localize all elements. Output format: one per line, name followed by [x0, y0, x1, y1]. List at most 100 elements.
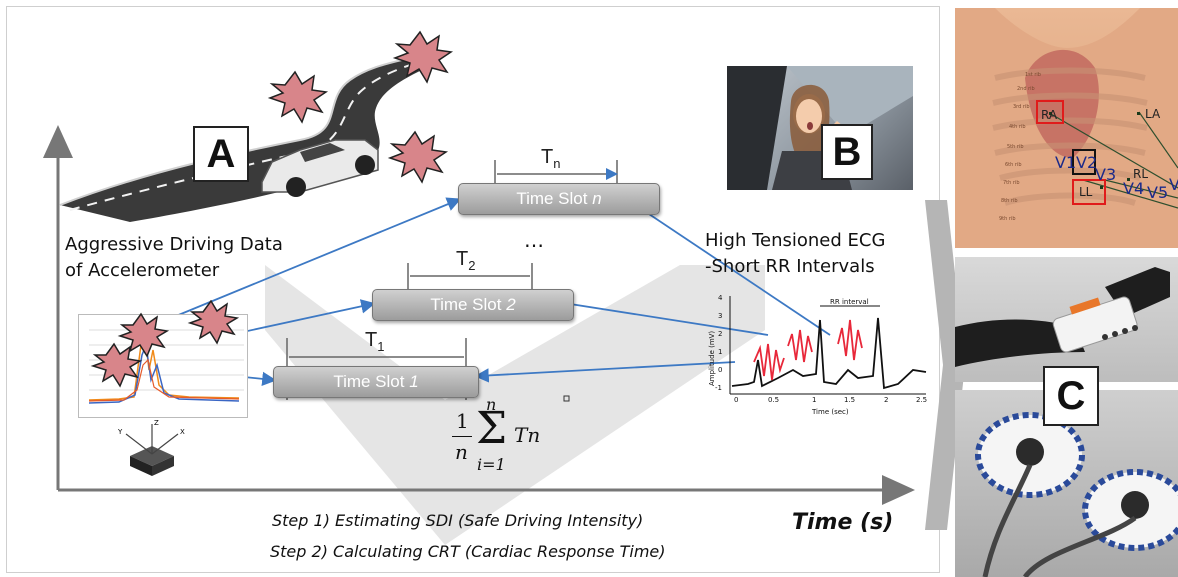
- diagram-graphics: [43, 30, 915, 545]
- main-diagram-area: A B Aggressive Driving Data of Accelerom…: [6, 6, 965, 573]
- formula-denominator: n: [455, 440, 468, 464]
- electrode-ll: LL: [1079, 185, 1093, 199]
- slot-text: Time Slot: [516, 189, 593, 208]
- arrow-ecg-to-slot-n: [625, 197, 831, 336]
- electrode-la: LA: [1145, 107, 1161, 121]
- ecg-chart: 4 3 2 1 0 -1 0 0.5 1 1.5 2 2.5 Time (sec…: [708, 294, 927, 416]
- electrode-v2: V2: [1076, 153, 1097, 172]
- ecg-xtick: 1.5: [844, 396, 855, 404]
- ecg-xlabel: Time (sec): [811, 408, 849, 416]
- ecg-red-burst: [787, 329, 813, 363]
- rib-label: 3rd rib: [1013, 104, 1030, 110]
- rib-label: 1st rib: [1025, 72, 1041, 78]
- time-axis-label: Time (s): [792, 510, 894, 535]
- time-slot-2: Time Slot 2: [372, 289, 574, 321]
- rib-label: 5th rib: [1007, 144, 1024, 150]
- formula-numerator: 1: [456, 409, 469, 433]
- ecg-xtick: 2: [884, 396, 888, 404]
- caption-line: High Tensioned ECG: [705, 230, 886, 251]
- ecg-red-burst: [753, 343, 785, 381]
- fraction-bar: [452, 436, 472, 437]
- t-subscript: n: [553, 156, 561, 171]
- t-label-n: Tn: [541, 146, 560, 171]
- t-letter: T: [456, 248, 469, 270]
- rib-label: 9th rib: [999, 216, 1016, 222]
- label-c: C: [1043, 366, 1099, 426]
- time-slot-n: Time Slot n: [458, 183, 660, 215]
- electrode-v1: V1: [1055, 153, 1076, 172]
- rib-label: 6th rib: [1005, 162, 1022, 168]
- caption-line: Aggressive Driving Data: [65, 234, 283, 255]
- step-2-text: Step 2) Calculating CRT (Cardiac Respons…: [270, 542, 666, 561]
- sigma-symbol: Σ: [476, 403, 508, 454]
- electrode-v5: V5: [1147, 183, 1168, 202]
- suv-car-illustration: [261, 139, 379, 197]
- caption-line: of Accelerometer: [65, 260, 220, 281]
- t-label-2: T2: [456, 248, 475, 273]
- accelerometer-bursts: [90, 300, 240, 388]
- electrode-ra: RA: [1041, 108, 1058, 122]
- slot-index: n: [592, 189, 602, 208]
- ellipsis: …: [524, 228, 544, 252]
- process-chevron: [265, 265, 765, 545]
- accelerometer-caption: Aggressive Driving Data of Accelerometer: [65, 232, 283, 284]
- ecg-ylabel: Amplitude (mV): [708, 331, 716, 386]
- burst-icon: [117, 312, 170, 358]
- ecg-xtick: 1: [812, 396, 816, 404]
- ecg-caption: High Tensioned ECG -Short RR Intervals: [705, 228, 885, 280]
- t-label-1: T1: [365, 329, 384, 354]
- burst-icon: [187, 300, 240, 345]
- axis-z-label: Z: [154, 419, 159, 427]
- step-1-text: Step 1) Estimating SDI (Safe Driving Int…: [272, 511, 644, 530]
- t-letter: T: [365, 329, 378, 351]
- ecg-red-burst: [837, 319, 863, 361]
- ecg-xtick: 2.5: [916, 396, 927, 404]
- electrode-v3: V3: [1095, 165, 1116, 184]
- axis-x-label: X: [180, 428, 185, 436]
- sum-upper: n: [486, 395, 497, 414]
- label-a: A: [193, 126, 249, 182]
- ra-marker: [1036, 100, 1064, 124]
- caption-line: -Short RR Intervals: [705, 256, 875, 277]
- slot-text: Time Slot: [333, 372, 410, 391]
- slot-index: 2: [506, 295, 516, 314]
- burst-icon: [387, 130, 449, 184]
- slot-index: 1: [409, 372, 419, 391]
- photo-content: [727, 66, 913, 190]
- ll-marker: [1072, 179, 1106, 205]
- ecg-ytick: 2: [718, 330, 722, 338]
- rib-label: 2nd rib: [1017, 86, 1035, 92]
- t-letter: T: [541, 146, 554, 168]
- burst-icon: [90, 342, 143, 388]
- ecg-ytick: 0: [718, 366, 722, 374]
- mean-formula: 1 n n Σ i=1 Tn: [450, 395, 560, 485]
- arrow-to-slot-n: [141, 197, 462, 331]
- rib-label: 8th rib: [1001, 198, 1018, 204]
- burst-icon: [392, 30, 454, 84]
- woman-driver-photo: [727, 66, 913, 190]
- ecg-ytick: 3: [718, 312, 722, 320]
- slot-text: Time Slot: [430, 295, 507, 314]
- ecg-xtick: 0.5: [768, 396, 779, 404]
- sum-term: Tn: [514, 423, 541, 447]
- ecg-device-illustration: [955, 267, 1170, 367]
- t-subscript: 1: [377, 339, 385, 354]
- axis-y-label: Y: [117, 428, 123, 436]
- ecg-rr-label: RR interval: [830, 298, 869, 306]
- rib-label: 7th rib: [1003, 180, 1020, 186]
- ecg-xtick: 0: [734, 396, 738, 404]
- ecg-trace: [731, 317, 927, 390]
- label-b: B: [821, 124, 873, 180]
- ecg-ytick: 4: [718, 294, 723, 302]
- arrow-ecg-to-slot-1: [474, 361, 736, 383]
- burst-icons: [267, 30, 454, 184]
- torso-illustration: 1st rib 2nd rib 3rd rib 4th rib 5th rib …: [955, 8, 1178, 248]
- electrode-pads-illustration: [975, 412, 1178, 577]
- v2-marker: [1072, 149, 1096, 175]
- electrode-v6: V: [1169, 175, 1178, 194]
- t-subscript: 2: [468, 258, 476, 273]
- electrode-rl: RL: [1133, 167, 1148, 181]
- ecg-ytick: 1: [718, 348, 722, 356]
- burst-icon: [267, 70, 329, 124]
- time-slot-1: Time Slot 1: [273, 366, 479, 398]
